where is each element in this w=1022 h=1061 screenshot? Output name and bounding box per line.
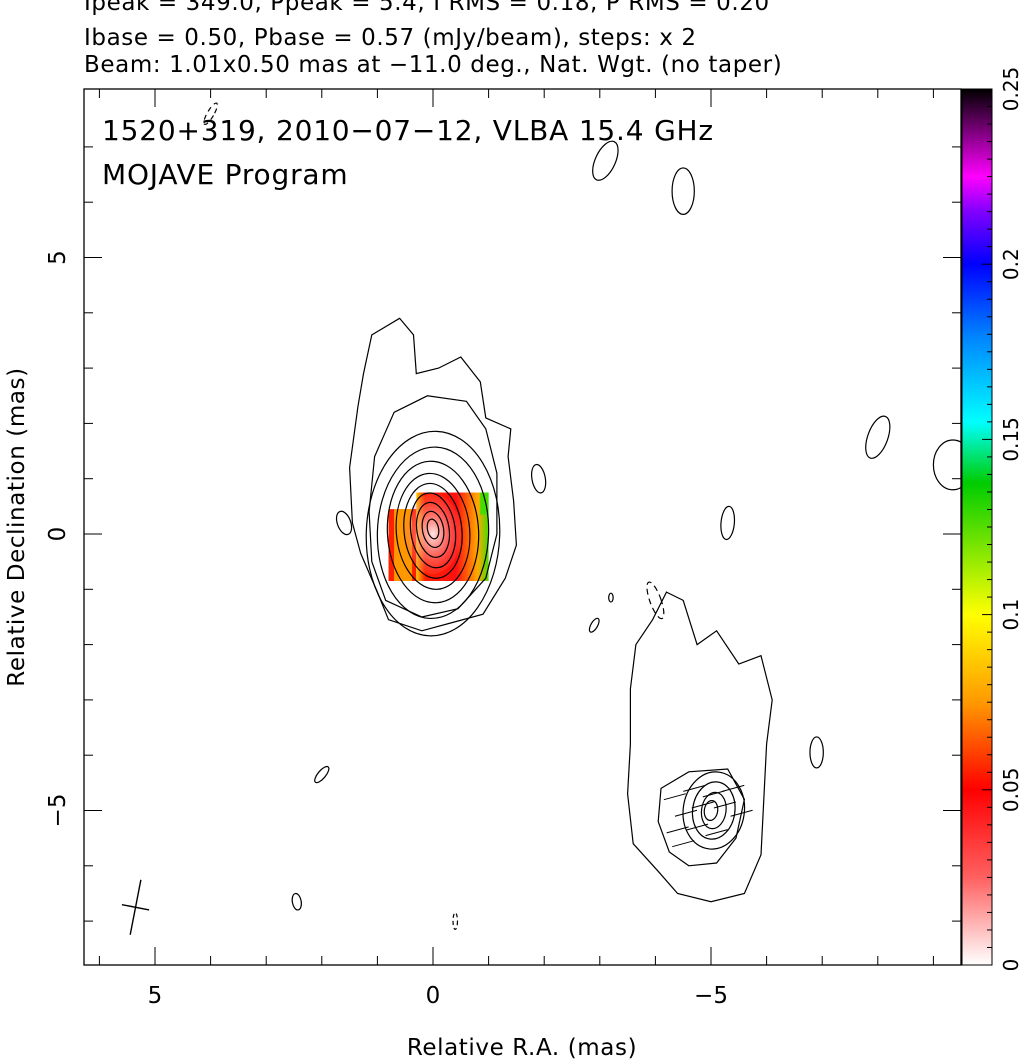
x-tick-label: 0 xyxy=(426,983,441,1009)
core-contour xyxy=(386,460,480,604)
jet-contour xyxy=(626,591,773,903)
small-contour xyxy=(335,510,353,536)
colorbar-tick-label: 0 xyxy=(999,959,1022,972)
jet-contour xyxy=(657,768,746,867)
header-stats-line: Ipeak = 349.0, Ppeak = 5.4, I RMS = 0.18… xyxy=(84,0,770,16)
jet-contour xyxy=(700,791,727,830)
core-contour xyxy=(403,482,463,579)
small-contour xyxy=(531,463,547,494)
small-contour xyxy=(809,736,824,769)
polarization-vector xyxy=(674,809,698,817)
plot-frame xyxy=(83,88,962,966)
colorbar-tick-label: 0.1 xyxy=(999,599,1022,631)
small-contour xyxy=(932,439,961,491)
chart-title: 1520+319, 2010−07−12, VLBA 15.4 GHz xyxy=(102,114,714,147)
core-contour xyxy=(415,501,451,558)
colorbar-tick-label: 0.2 xyxy=(999,248,1022,280)
core-contour xyxy=(376,446,490,620)
colorbar-tick-label: 0.25 xyxy=(999,67,1022,112)
small-contour xyxy=(452,912,459,930)
jet-contour xyxy=(682,771,746,850)
small-contour xyxy=(720,505,736,541)
y-tick-label: 5 xyxy=(45,250,71,265)
small-contour xyxy=(671,167,695,215)
colorbar-tick-label: 0.05 xyxy=(999,768,1022,813)
x-tick-label: −5 xyxy=(694,983,728,1009)
polarization-vector xyxy=(666,826,689,834)
small-contour xyxy=(291,892,302,911)
small-contour xyxy=(608,592,614,603)
small-contour xyxy=(865,415,891,459)
polarization-vector xyxy=(702,790,725,798)
polarization-vector xyxy=(663,793,686,801)
polarization-vector xyxy=(722,784,745,792)
polarization-vector xyxy=(713,801,737,809)
polarization-vector xyxy=(685,823,709,831)
core-contour xyxy=(426,518,440,540)
core-contour xyxy=(368,395,498,618)
small-contour xyxy=(588,617,600,633)
header-base-line: Ibase = 0.50, Pbase = 0.57 (mJy/beam), s… xyxy=(84,25,697,51)
x-tick-label: 5 xyxy=(148,983,163,1009)
polarization-vector xyxy=(705,829,728,837)
small-contour xyxy=(592,140,619,181)
polarization-vector xyxy=(691,801,714,809)
polarization-vector xyxy=(672,840,695,848)
core-contour xyxy=(395,472,471,590)
y-tick-label: −5 xyxy=(45,794,71,828)
beam-minor-axis xyxy=(121,903,150,911)
polarization-vector xyxy=(730,809,753,817)
core-contour xyxy=(409,492,457,569)
jet-contour xyxy=(703,799,719,822)
polarization-core-highlight xyxy=(405,494,461,574)
core-contour xyxy=(365,430,501,637)
y-tick-label: 0 xyxy=(45,527,71,542)
small-contour xyxy=(314,765,330,784)
y-axis-label: Relative Declination (mas) xyxy=(4,367,30,686)
small-contour xyxy=(646,581,665,620)
colorbar-tick-label: 0.15 xyxy=(999,417,1022,462)
polarization-patch xyxy=(480,492,489,515)
core-contour xyxy=(348,317,518,632)
x-axis-label: Relative R.A. (mas) xyxy=(407,1035,637,1061)
polarization-vector xyxy=(683,784,706,792)
header-beam-line: Beam: 1.01x0.50 mas at −11.0 deg., Nat. … xyxy=(84,52,783,78)
core-contour xyxy=(421,510,445,549)
chart-subtitle: MOJAVE Program xyxy=(102,158,348,191)
